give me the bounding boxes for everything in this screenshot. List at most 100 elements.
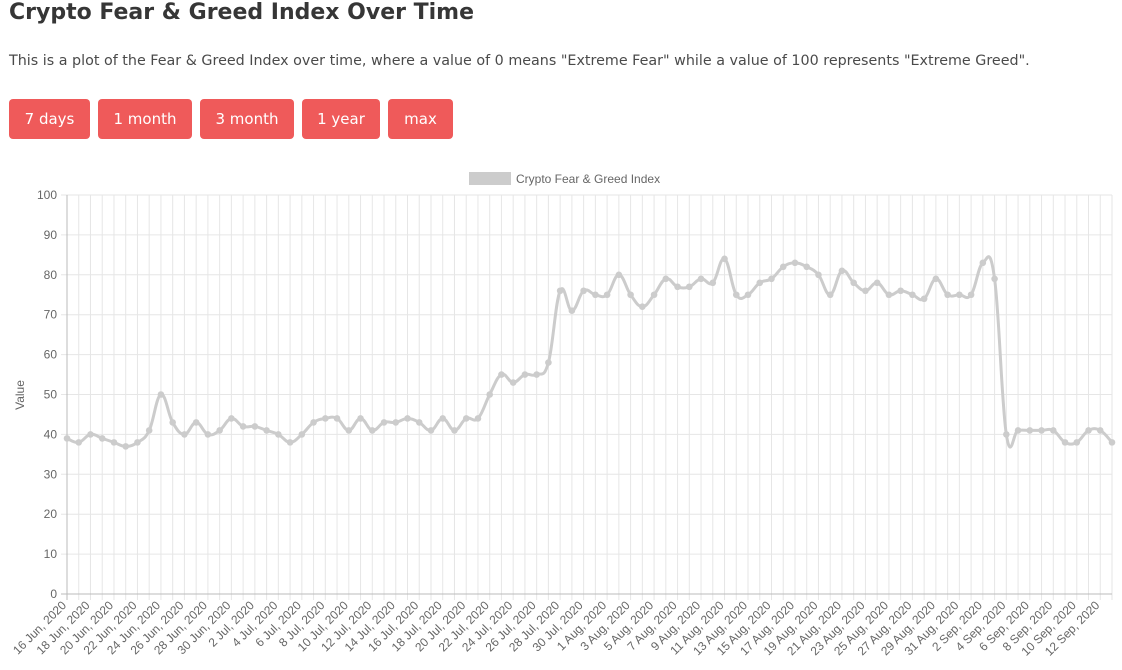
data-point[interactable] [122,443,130,450]
data-point[interactable] [850,279,857,287]
data-point[interactable] [204,431,212,438]
data-point[interactable] [286,439,294,446]
data-point[interactable] [909,291,916,299]
data-point[interactable] [862,287,869,295]
data-point[interactable] [462,415,470,422]
data-point[interactable] [791,259,799,267]
data-point[interactable] [580,287,587,295]
data-point[interactable] [451,427,458,434]
data-point[interactable] [521,371,529,378]
data-point[interactable] [721,255,728,263]
data-point[interactable] [310,419,317,426]
data-point[interactable] [509,379,517,386]
data-point[interactable] [181,431,188,438]
data-point[interactable] [568,307,576,315]
data-point[interactable] [157,391,165,398]
data-point[interactable] [322,415,329,422]
data-point[interactable] [979,259,987,267]
y-tick-label: 20 [44,507,58,521]
chart-legend[interactable]: Crypto Fear & Greed Index [469,172,660,186]
data-point[interactable] [838,267,846,275]
data-point[interactable] [956,291,963,299]
data-point[interactable] [944,291,951,299]
data-point[interactable] [439,415,447,422]
y-tick-label: 0 [50,587,57,601]
data-point[interactable] [732,291,740,299]
data-point[interactable] [803,263,811,271]
data-point[interactable] [1108,439,1116,446]
data-point[interactable] [967,291,975,299]
data-point[interactable] [533,371,540,378]
data-point[interactable] [357,415,364,422]
data-point[interactable] [920,295,928,303]
data-point[interactable] [134,439,141,446]
data-point[interactable] [592,291,599,299]
data-point[interactable] [932,275,940,283]
data-point[interactable] [744,291,752,299]
data-point[interactable] [275,431,282,438]
data-point[interactable] [709,279,717,287]
data-point[interactable] [1085,427,1092,434]
data-point[interactable] [333,415,341,422]
data-point[interactable] [474,415,482,422]
data-point[interactable] [392,419,400,426]
legend-label: Crypto Fear & Greed Index [516,172,660,186]
data-point[interactable] [404,415,411,422]
range-7-days-button[interactable]: 7 days [9,99,90,139]
data-point[interactable] [192,419,200,426]
data-point[interactable] [228,415,235,422]
data-point[interactable] [603,291,611,299]
data-point[interactable] [345,427,353,434]
data-point[interactable] [169,419,176,426]
data-point[interactable] [380,419,388,426]
data-point[interactable] [486,391,493,398]
range-max-button[interactable]: max [388,99,453,139]
data-point[interactable] [75,439,83,446]
data-point[interactable] [826,291,834,299]
data-point[interactable] [662,275,670,283]
range-1-year-button[interactable]: 1 year [302,99,380,139]
data-point[interactable] [897,287,904,295]
data-point[interactable] [686,283,693,291]
data-point[interactable] [627,291,634,299]
data-point[interactable] [556,287,564,295]
data-point[interactable] [87,431,94,438]
data-point[interactable] [298,431,306,438]
data-point[interactable] [1014,427,1022,434]
data-point[interactable] [815,271,822,279]
data-point[interactable] [239,423,247,430]
data-point[interactable] [1003,431,1010,438]
data-point[interactable] [650,291,658,299]
data-point[interactable] [110,439,118,446]
data-point[interactable] [1026,427,1034,434]
data-point[interactable] [1061,439,1069,446]
data-point[interactable] [63,435,71,442]
data-point[interactable] [885,291,893,299]
data-point[interactable] [415,419,423,426]
data-point[interactable] [98,435,106,442]
data-point[interactable] [1049,427,1057,434]
data-point[interactable] [368,427,376,434]
data-point[interactable] [145,427,153,434]
range-3-month-button[interactable]: 3 month [200,99,294,139]
data-point[interactable] [756,279,764,287]
data-point[interactable] [251,423,259,430]
data-point[interactable] [615,271,623,279]
data-point[interactable] [1096,427,1104,434]
data-point[interactable] [427,427,435,434]
data-point[interactable] [697,275,705,283]
data-point[interactable] [545,359,552,366]
data-point[interactable] [498,371,505,378]
data-point[interactable] [1073,439,1081,446]
data-point[interactable] [263,427,270,434]
data-point[interactable] [873,279,881,287]
range-1-month-button[interactable]: 1 month [98,99,192,139]
data-point[interactable] [639,303,646,311]
data-point[interactable] [768,275,775,283]
data-point[interactable] [216,427,223,434]
data-point[interactable] [779,263,787,271]
data-point[interactable] [674,283,681,291]
data-point[interactable] [1038,427,1045,434]
data-point[interactable] [991,275,998,283]
